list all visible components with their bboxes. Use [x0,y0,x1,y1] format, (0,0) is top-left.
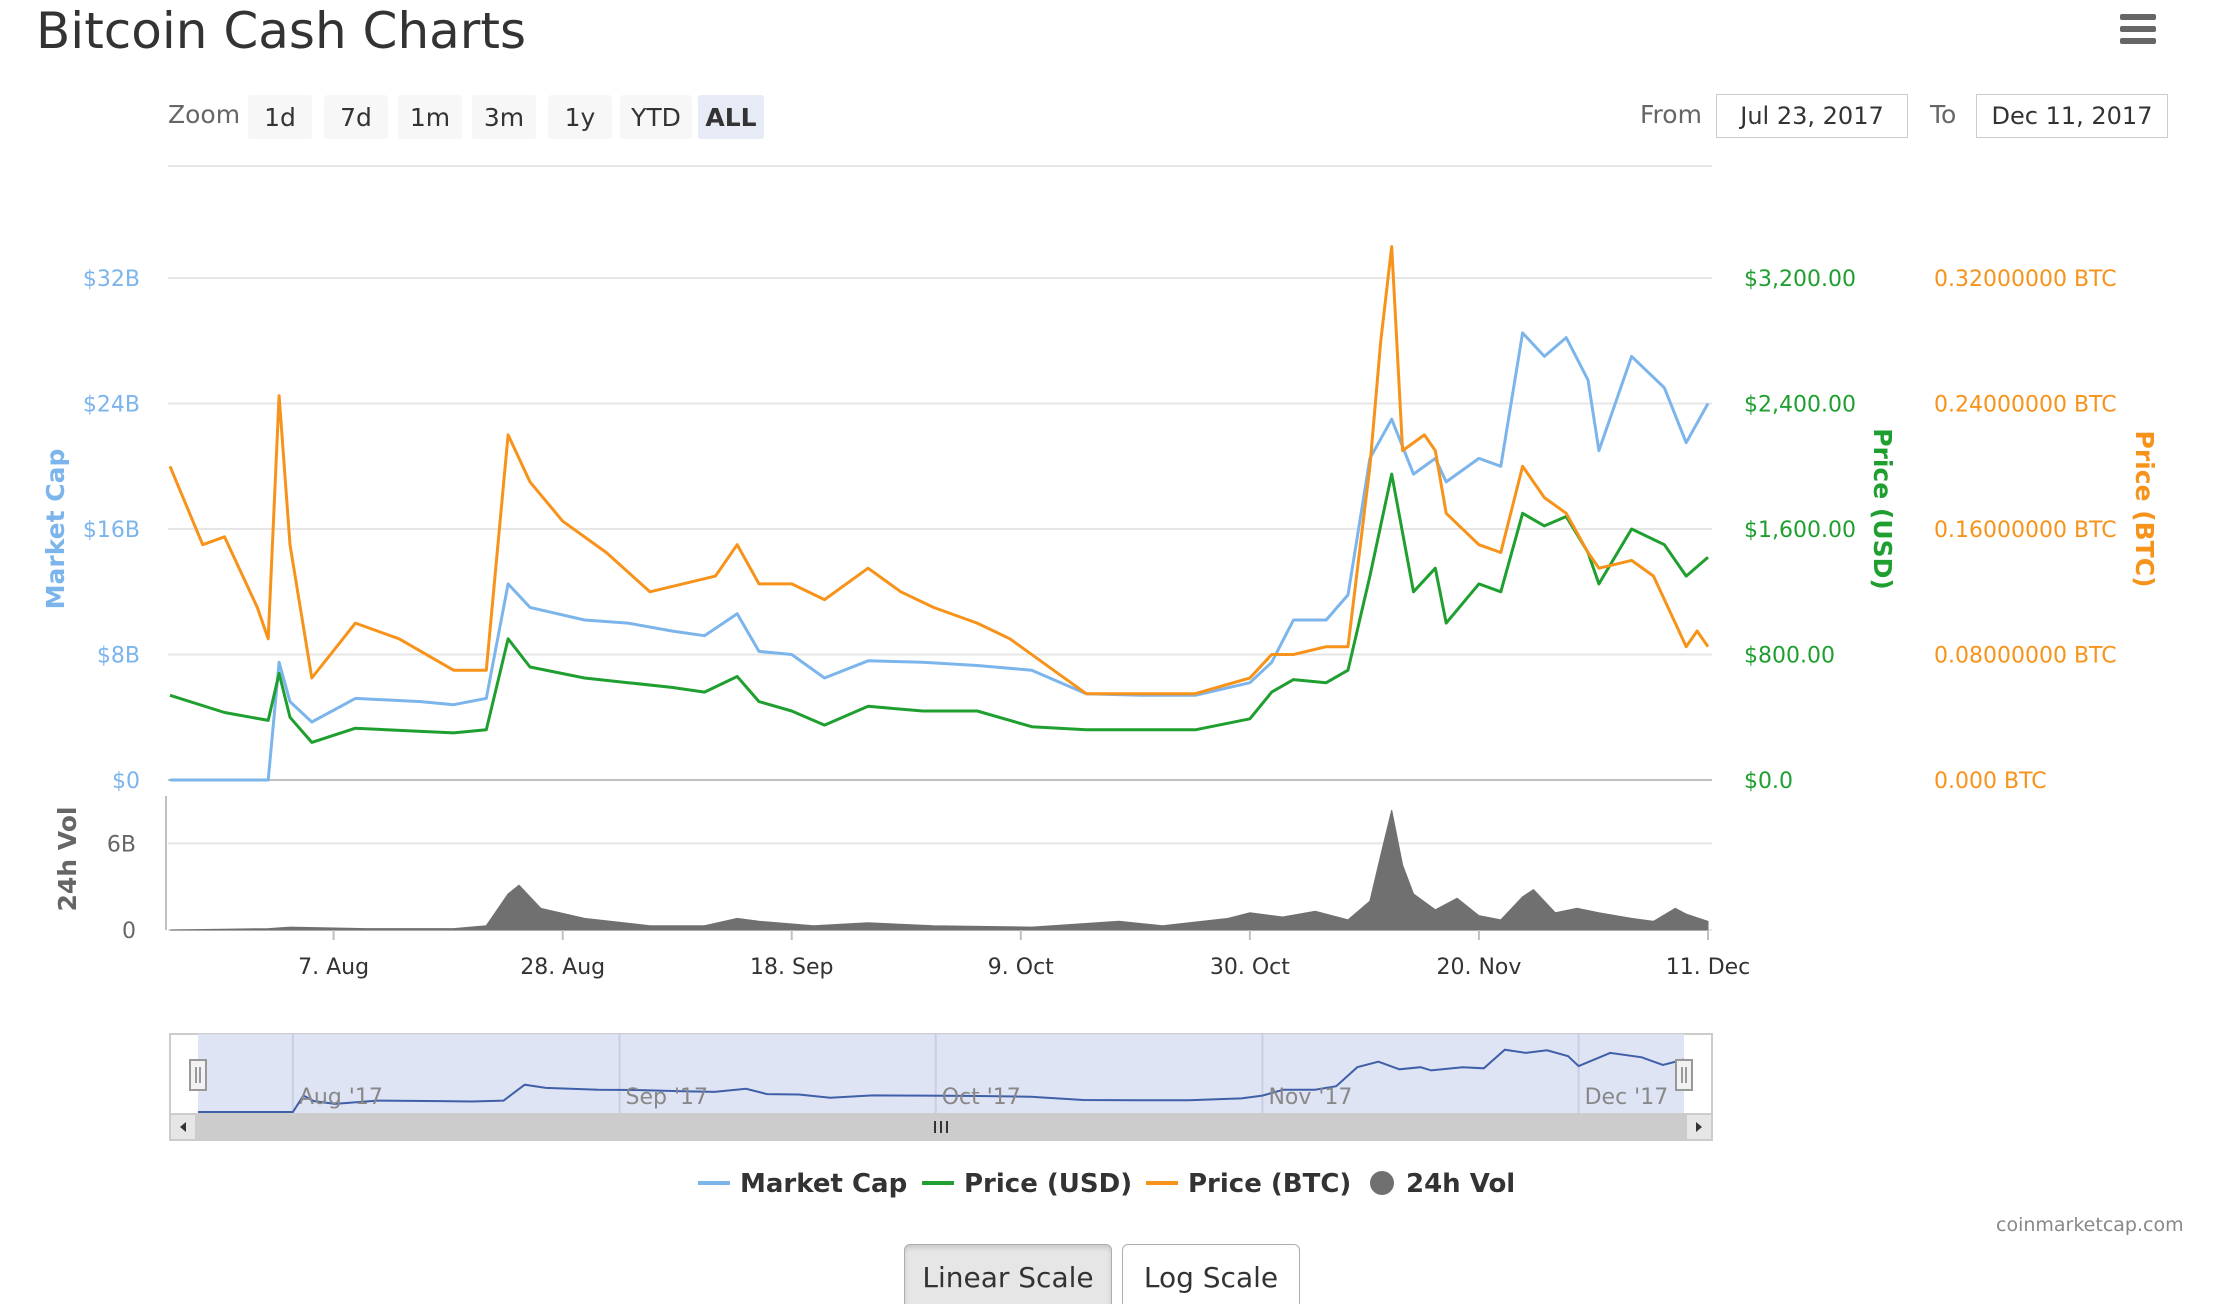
price-usd-tick-label: $1,600.00 [1744,518,1856,543]
volume-area [169,809,1709,931]
series-line-price-usd [169,472,1709,744]
market-cap-tick-label: $24B [83,393,140,418]
linear-scale-button[interactable]: Linear Scale [904,1244,1112,1304]
volume-axis-title: 24h Vol [53,806,82,911]
legend-item-market-cap[interactable]: Market Cap [698,1169,907,1199]
navigator[interactable]: Aug '17 Sep '17 Oct '17 Nov '17 Dec '17 [169,1033,1713,1141]
volume-tick-label: 6B [107,832,136,857]
zoom-ytd-button[interactable]: YTD [620,95,692,139]
legend-item-price-usd[interactable]: Price (USD) [922,1169,1132,1199]
navigator-axis-label: Nov '17 [1268,1085,1352,1110]
zoom-1m-button[interactable]: 1m [398,95,462,139]
to-label: To [1930,100,1957,129]
scrollbar-right-button[interactable] [1685,1113,1713,1141]
page-title: Bitcoin Cash Charts [36,2,526,60]
price-usd-tick-label: $800.00 [1744,644,1835,669]
navigator-axis-label: Sep '17 [626,1085,709,1110]
legend-label: Market Cap [740,1169,907,1199]
legend-label: 24h Vol [1406,1169,1515,1199]
x-tick-label: 18. Sep [750,955,833,980]
legend-item-price-btc[interactable]: Price (BTC) [1146,1169,1351,1199]
hamburger-menu-icon[interactable] [2120,14,2156,44]
x-tick-label: 11. Dec [1666,955,1751,980]
x-tick-label: 7. Aug [298,955,369,980]
navigator-axis-label: Dec '17 [1585,1085,1669,1110]
series-lines [168,245,1710,782]
market-cap-tick-label: $16B [83,518,140,543]
navigator-axis-label: Aug '17 [299,1085,383,1110]
price-usd-tick-label: $3,200.00 [1744,267,1856,292]
x-tick-label: 9. Oct [988,955,1054,980]
from-label: From [1640,100,1702,129]
navigator-axis-label: Oct '17 [942,1085,1021,1110]
x-tick-label: 28. Aug [520,955,605,980]
series-line-price-btc [168,245,1710,696]
legend-circle-symbol [1370,1171,1394,1195]
zoom-7d-button[interactable]: 7d [324,95,388,139]
volume-tick-label: 0 [122,919,136,944]
price-btc-tick-label: 0.000 BTC [1934,769,2047,794]
price-usd-tick-label: $0.0 [1744,769,1793,794]
price-btc-tick-label: 0.24000000 BTC [1934,393,2117,418]
zoom-1d-button[interactable]: 1d [248,95,312,139]
navigator-left-handle[interactable] [189,1059,207,1091]
price-btc-tick-label: 0.16000000 BTC [1934,518,2117,543]
navigator-series-line [198,1048,1685,1113]
market-cap-tick-label: $8B [97,644,140,669]
price-btc-tick-label: 0.08000000 BTC [1934,644,2117,669]
credit-link[interactable]: coinmarketcap.com [1996,1214,2184,1236]
x-tick-label: 20. Nov [1436,955,1521,980]
price-btc-tick-label: 0.32000000 BTC [1934,267,2117,292]
market-cap-tick-label: $32B [83,267,140,292]
grid-lines [165,277,1712,931]
axes: $0 $8B $16B $24B $32B Market Cap $0.0 $800.00 $1… [41,267,2159,980]
volume-area-shape [169,809,1709,931]
scroll-left-arrow-icon [180,1122,186,1132]
log-scale-button[interactable]: Log Scale [1122,1244,1300,1304]
legend-label: Price (USD) [964,1169,1132,1199]
zoom-all-button[interactable]: ALL [698,95,764,139]
series-line-market-cap [170,331,1710,782]
price-usd-tick-label: $2,400.00 [1744,393,1856,418]
price-btc-axis-title: Price (BTC) [2130,430,2159,587]
market-cap-axis-title: Market Cap [41,449,70,610]
scroll-right-arrow-icon [1696,1122,1702,1132]
zoom-label: Zoom [168,100,241,129]
x-tick-label: 30. Oct [1210,955,1290,980]
market-cap-tick-label: $0 [112,769,140,794]
legend: Market Cap Price (USD) Price (BTC) 24h Vol [698,1169,1515,1199]
to-date-input[interactable] [1976,94,2168,138]
zoom-1y-button[interactable]: 1y [548,95,612,139]
navigator-right-handle[interactable] [1675,1059,1693,1091]
from-date-input[interactable] [1716,94,1908,138]
zoom-3m-button[interactable]: 3m [472,95,536,139]
price-usd-axis-title: Price (USD) [1868,428,1897,590]
legend-item-volume[interactable]: 24h Vol [1370,1169,1515,1199]
legend-label: Price (BTC) [1188,1169,1351,1199]
